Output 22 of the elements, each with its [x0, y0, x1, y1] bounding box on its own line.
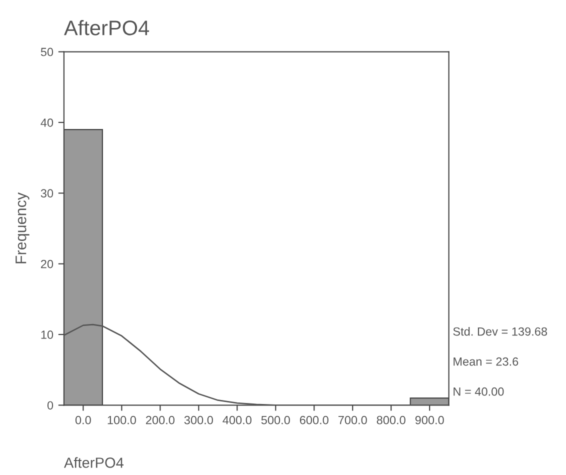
x-tick-label: 300.0: [184, 416, 213, 424]
x-tick-label: 400.0: [222, 416, 252, 424]
x-tick-label: 900.0: [415, 416, 444, 424]
y-tick-label: 0: [47, 401, 54, 410]
y-tick-label: 30: [40, 189, 54, 198]
y-tick-label: 50: [40, 48, 54, 56]
x-axis-title: AfterPO4: [64, 457, 124, 468]
x-tick-label: 500.0: [261, 416, 290, 424]
text: Std. Dev = 139.68: [453, 327, 548, 336]
x-tick-label: 700.0: [338, 416, 367, 424]
y-tick-label: 10: [41, 330, 54, 339]
x-tick-label: 100.0: [108, 416, 136, 424]
text: Mean = 23.6: [454, 357, 518, 366]
x-tick-label: 200.0: [146, 416, 174, 424]
text: N = 40.00: [454, 387, 504, 396]
x-tick-label: 800.0: [376, 416, 406, 424]
x-tick-label: 600.0: [300, 416, 328, 424]
y-axis-title: Frequency: [16, 192, 30, 264]
y-tick-label: 20: [41, 260, 54, 268]
x-tick-label: 0.0: [75, 416, 91, 424]
chart-title: AfterPO4: [64, 20, 150, 36]
y-tick-label: 40: [40, 118, 54, 127]
